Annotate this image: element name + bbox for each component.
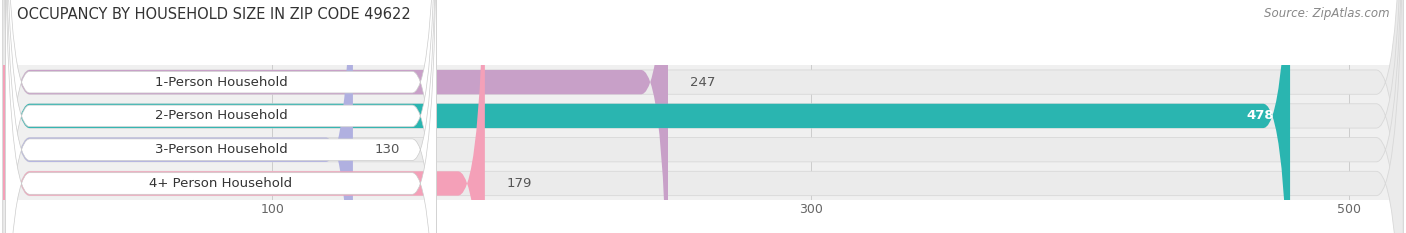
Text: OCCUPANCY BY HOUSEHOLD SIZE IN ZIP CODE 49622: OCCUPANCY BY HOUSEHOLD SIZE IN ZIP CODE …: [17, 7, 411, 22]
FancyBboxPatch shape: [3, 0, 668, 233]
Text: Source: ZipAtlas.com: Source: ZipAtlas.com: [1264, 7, 1389, 20]
Text: 247: 247: [689, 76, 714, 89]
FancyBboxPatch shape: [3, 0, 1403, 233]
FancyBboxPatch shape: [3, 0, 1403, 233]
FancyBboxPatch shape: [3, 0, 1403, 233]
FancyBboxPatch shape: [6, 0, 436, 233]
FancyBboxPatch shape: [6, 0, 436, 233]
Text: 179: 179: [506, 177, 531, 190]
Text: 3-Person Household: 3-Person Household: [155, 143, 287, 156]
FancyBboxPatch shape: [6, 0, 436, 233]
Text: 4+ Person Household: 4+ Person Household: [149, 177, 292, 190]
FancyBboxPatch shape: [3, 0, 485, 233]
FancyBboxPatch shape: [3, 0, 353, 233]
FancyBboxPatch shape: [6, 0, 436, 233]
FancyBboxPatch shape: [3, 0, 1403, 233]
Text: 2-Person Household: 2-Person Household: [155, 110, 287, 122]
Text: 1-Person Household: 1-Person Household: [155, 76, 287, 89]
Text: 478: 478: [1246, 110, 1274, 122]
FancyBboxPatch shape: [3, 0, 1291, 233]
Text: 130: 130: [374, 143, 399, 156]
